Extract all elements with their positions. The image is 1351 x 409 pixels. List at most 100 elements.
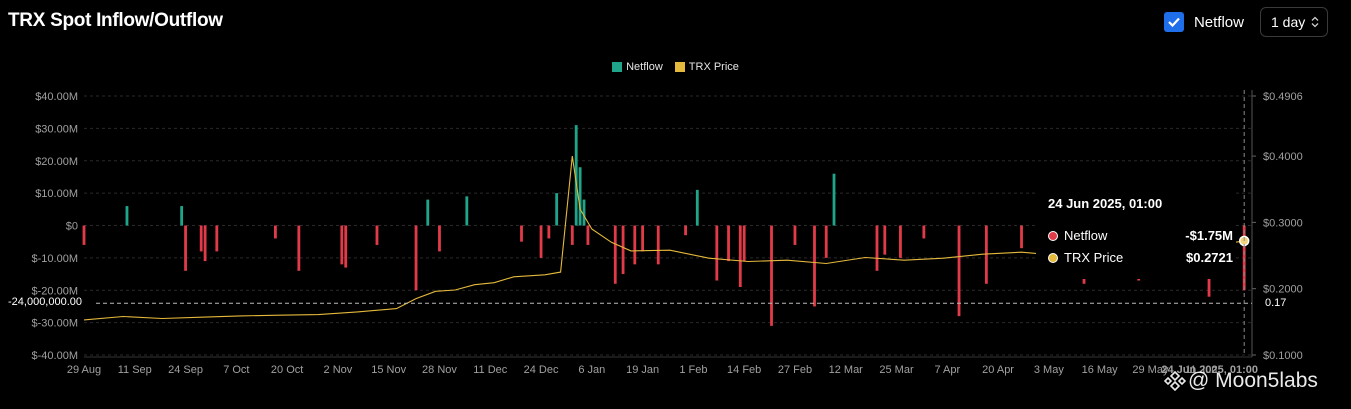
legend-label-netflow: Netflow [626, 61, 663, 73]
netflow-bar [520, 225, 523, 242]
netflow-bar [883, 225, 887, 255]
legend-swatch-netflow [612, 62, 623, 72]
y-left-tick-label: $-10.00M [32, 253, 78, 265]
netflow-bar [203, 225, 207, 262]
netflow-bar [957, 225, 961, 317]
x-tick-label: 7 Oct [223, 364, 249, 376]
checkmark-icon [1168, 17, 1180, 28]
netflow-toggle-label[interactable]: Netflow [1193, 13, 1244, 31]
netflow-bar [922, 225, 926, 239]
x-tick-label: 14 Feb [727, 364, 761, 376]
netflow-bar [738, 225, 742, 288]
y-left-tick-label: $40.00M [35, 91, 78, 103]
x-tick-label: 20 Apr [982, 364, 1014, 376]
y-left-tick-label: $10.00M [35, 188, 78, 200]
x-tick-label: 25 Mar [879, 364, 914, 376]
netflow-bar [438, 225, 441, 252]
chart-legend: Netflow TRX Price [0, 61, 1351, 73]
x-tick-label: 16 May [1082, 364, 1119, 376]
y-left-tick-label: $20.00M [35, 156, 78, 168]
x-tick-label: 6 Jan [578, 364, 605, 376]
tooltip-label: TRX Price [1064, 250, 1124, 265]
legend-item-netflow[interactable]: Netflow [612, 61, 663, 73]
watermark: @ Moon5labs [1164, 369, 1318, 393]
y-right-tick-label: $0.4000 [1263, 151, 1303, 163]
netflow-bar [715, 225, 719, 281]
y-left-tick-label: $-20.00M [32, 285, 78, 297]
y-left-tick-label: $-40.00M [32, 350, 78, 362]
tooltip-row-netflow: Netflow -$1.75M [1048, 228, 1233, 243]
x-tick-label: 2 Nov [324, 364, 353, 376]
netflow-bar [539, 225, 543, 258]
interval-select[interactable]: 1 day [1260, 7, 1328, 37]
netflow-bar [641, 225, 645, 252]
netflow-bar [613, 225, 617, 284]
interval-value: 1 day [1271, 14, 1306, 30]
netflow-bar [340, 225, 344, 265]
x-tick-label: 15 Nov [371, 364, 406, 376]
x-tick-label: 27 Feb [778, 364, 812, 376]
chart-controls: Netflow 1 day [1163, 7, 1328, 37]
y-right-tick-label: $0.2000 [1263, 284, 1303, 296]
chart-tooltip: 24 Jun 2025, 01:00 Netflow -$1.75M TRX P… [1036, 186, 1236, 279]
netflow-bar [695, 189, 699, 226]
netflow-bar [727, 225, 730, 262]
x-tick-label: 24 Jun 2025, 01:00 [1161, 364, 1258, 376]
netflow-bar [274, 225, 277, 239]
x-tick-label: 29 May [1132, 364, 1169, 376]
netflow-bar [684, 225, 687, 236]
netflow-bar [578, 167, 582, 226]
netflow-bar [984, 225, 988, 284]
legend-item-price[interactable]: TRX Price [674, 61, 739, 73]
netflow-bar [555, 193, 559, 226]
netflow-bar [813, 225, 816, 307]
netflow-bar [199, 225, 203, 252]
netflow-checkbox[interactable] [1163, 12, 1184, 32]
netflow-bar [215, 225, 219, 252]
watermark-text: @ Moon5labs [1188, 369, 1318, 392]
netflow-bar [770, 225, 773, 326]
page-title: TRX Spot Inflow/Outflow [8, 10, 223, 31]
netflow-bar [297, 225, 301, 271]
x-tick-label: 28 Nov [422, 364, 457, 376]
netflow-bar [875, 225, 879, 271]
price-dot-icon [1048, 252, 1058, 263]
netflow-bar [582, 199, 586, 226]
y-right-tick-label: $0.1000 [1263, 350, 1303, 362]
netflow-bar [125, 206, 129, 226]
netflow-bar [547, 225, 551, 239]
x-tick-label: 29 Aug [67, 364, 101, 376]
netflow-bar [1242, 225, 1246, 291]
crosshair-left-label: -24,000,000.00 [6, 296, 85, 308]
netflow-dot-icon [1048, 230, 1058, 241]
tooltip-row-price: TRX Price $0.2721 [1048, 250, 1233, 265]
chevron-updown-icon [1311, 16, 1319, 28]
x-tick-label: 11 Dec [473, 364, 508, 376]
price-line [83, 156, 1245, 321]
legend-swatch-price [674, 62, 685, 72]
netflow-bar [633, 225, 637, 265]
x-tick-label: 11 Sep [118, 364, 152, 376]
x-tick-label: 24 Dec [524, 364, 559, 376]
y-left-tick-label: $30.00M [35, 123, 78, 135]
x-tick-label: 1 Feb [679, 364, 707, 376]
netflow-bar [375, 225, 379, 245]
tooltip-label: Netflow [1064, 228, 1108, 243]
netflow-bar [465, 196, 469, 226]
x-tick-label: 11 Jun [1185, 364, 1217, 376]
netflow-bar [832, 173, 836, 226]
crosshair-right-label: 0.17 [1265, 297, 1287, 309]
chart-axes: $40.00M $30.00M $20.00M $10.00M $0 $-10.00M $-… [32, 90, 1303, 376]
netflow-bar [899, 225, 902, 258]
netflow-bar [574, 125, 578, 226]
netflow-bar [586, 225, 590, 245]
netflow-bar [793, 225, 797, 245]
y-left-tick-label: $-30.00M [32, 318, 78, 330]
netflow-bar [184, 225, 187, 271]
legend-label-price: TRX Price [688, 61, 739, 73]
x-tick-label: 20 Oct [271, 364, 303, 376]
netflow-bar [426, 199, 430, 226]
netflow-bar [656, 225, 660, 265]
netflow-bar [82, 225, 86, 245]
